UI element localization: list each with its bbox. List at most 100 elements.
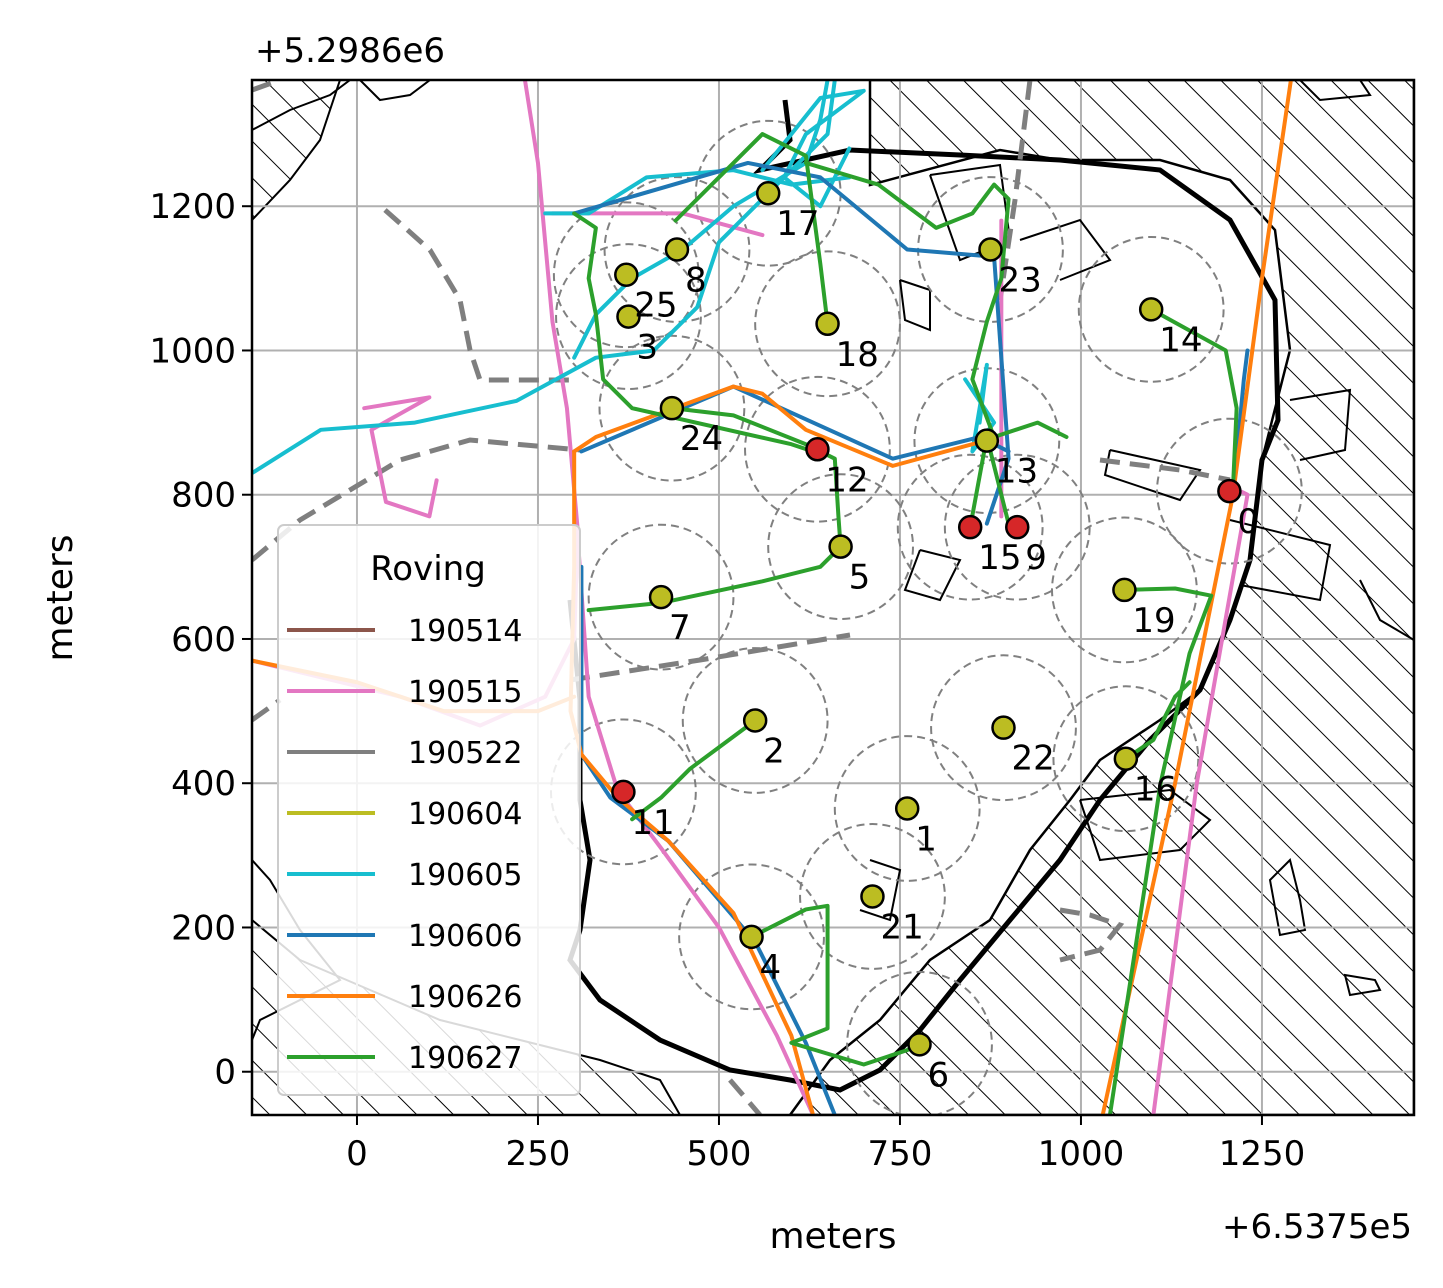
site-marker (616, 304, 641, 329)
site-marker (659, 395, 685, 421)
site-marker (614, 262, 639, 287)
site-marker (978, 237, 1003, 262)
outline-west-a (252, 80, 351, 131)
site-marker (742, 708, 768, 733)
site-radius-circle (1052, 685, 1200, 833)
track-190626 (572, 384, 997, 468)
y-tick-label: 1000 (149, 331, 236, 371)
site-radius-circle (833, 735, 981, 882)
x-axis-label: meters (769, 1216, 896, 1257)
site-label: 22 (1011, 739, 1054, 779)
road-dashed-2 (252, 437, 581, 562)
site-marker (805, 437, 830, 462)
site-radius-circle (799, 823, 946, 970)
road-dashed-7 (252, 697, 282, 723)
site-label: 17 (776, 204, 819, 244)
track-190627 (803, 160, 1069, 440)
site-marker (1005, 514, 1030, 540)
site-label: 1 (915, 819, 937, 859)
x-tick-label: 1250 (1219, 1134, 1306, 1174)
outline-east-blocks-3 (1229, 519, 1332, 602)
site-radius-circle (1077, 235, 1225, 383)
road-dashed-8 (252, 80, 281, 93)
site-marker (894, 796, 920, 821)
site-marker (739, 924, 764, 950)
legend-label: 190514 (408, 614, 523, 649)
site-label: 15 (978, 538, 1021, 578)
track-190627 (673, 132, 830, 326)
site-label: 0 (1237, 502, 1259, 542)
site-label: 3 (636, 328, 658, 368)
track-190605 (543, 168, 852, 216)
site-label: 8 (685, 260, 707, 300)
outline-south-blocks-2 (903, 549, 962, 602)
track-190605 (760, 88, 866, 209)
road-dashed-1 (383, 208, 570, 383)
x-tick-label: 0 (346, 1134, 368, 1174)
x-offset-label: +6.5375e5 (1222, 1207, 1412, 1247)
site-radius-circle (1051, 516, 1198, 664)
outline-east-blocks (1289, 388, 1352, 461)
track-190515 (575, 535, 816, 1115)
track-190627 (586, 544, 843, 613)
y-tick-label: 400 (171, 764, 236, 804)
site-label: 23 (998, 260, 1041, 300)
y-offset-label: +5.2986e6 (255, 31, 445, 71)
site-marker (860, 884, 885, 909)
x-tick-label: 1000 (1038, 1134, 1125, 1174)
site-marker (1138, 297, 1164, 322)
site-radius-circle (603, 176, 751, 323)
site-label: 7 (669, 608, 691, 648)
site-radius-circle (678, 863, 825, 1011)
track-190627 (630, 718, 758, 822)
track-190515 (362, 395, 439, 519)
site-label: 18 (836, 335, 879, 375)
legend-label: 190627 (408, 1041, 523, 1076)
site-marker (1112, 577, 1137, 603)
x-axis-ticks: 0 250 500 750 1000 1250 (346, 1115, 1305, 1174)
site-radius-circle (896, 453, 1044, 601)
site-marker (815, 311, 840, 337)
legend-label: 190515 (408, 675, 523, 710)
x-tick-label: 750 (868, 1134, 933, 1174)
outline-east-blocks-2 (1103, 449, 1202, 502)
site-marker (648, 584, 674, 610)
site-marker (828, 534, 853, 559)
hatched-region-west (252, 80, 342, 222)
site-marker (755, 180, 781, 206)
plot-frame (250, 78, 1416, 1117)
track-190627 (1123, 680, 1192, 761)
dashed-roads (252, 80, 1231, 1115)
site-radius-circle (846, 970, 993, 1115)
track-190627 (572, 211, 816, 454)
site-label: 11 (631, 803, 674, 843)
y-tick-label: 0 (214, 1053, 236, 1093)
site-label: 24 (680, 419, 723, 459)
outline-south-blocks-3 (859, 859, 902, 922)
site-label: 14 (1159, 320, 1202, 360)
site-radius-circle (930, 654, 1077, 802)
site-label: 25 (634, 286, 677, 326)
site-label: 21 (880, 907, 923, 947)
site-label: 12 (825, 460, 868, 500)
site-marker (664, 237, 690, 262)
site-marker (1113, 746, 1139, 771)
site-label: 2 (763, 731, 785, 771)
outline-south-blocks (1079, 788, 1212, 862)
track-190627 (1149, 307, 1239, 490)
site-markers (611, 180, 1242, 1057)
site-marker (974, 428, 1000, 453)
site-radius-circle (598, 334, 746, 482)
y-axis-ticks: 0 200 400 600 800 1000 1200 (149, 187, 252, 1093)
site-marker (957, 514, 983, 540)
outline-east-blocks-4 (1359, 579, 1414, 641)
site-radius-circle (767, 473, 915, 621)
site-label: 9 (1025, 538, 1047, 578)
legend-box (277, 524, 581, 1096)
site-label: 19 (1132, 601, 1175, 641)
x-tick-label: 250 (506, 1134, 571, 1174)
site-radius-circle (754, 250, 901, 398)
legend-label: 190626 (408, 980, 523, 1015)
site-marker (611, 779, 636, 805)
